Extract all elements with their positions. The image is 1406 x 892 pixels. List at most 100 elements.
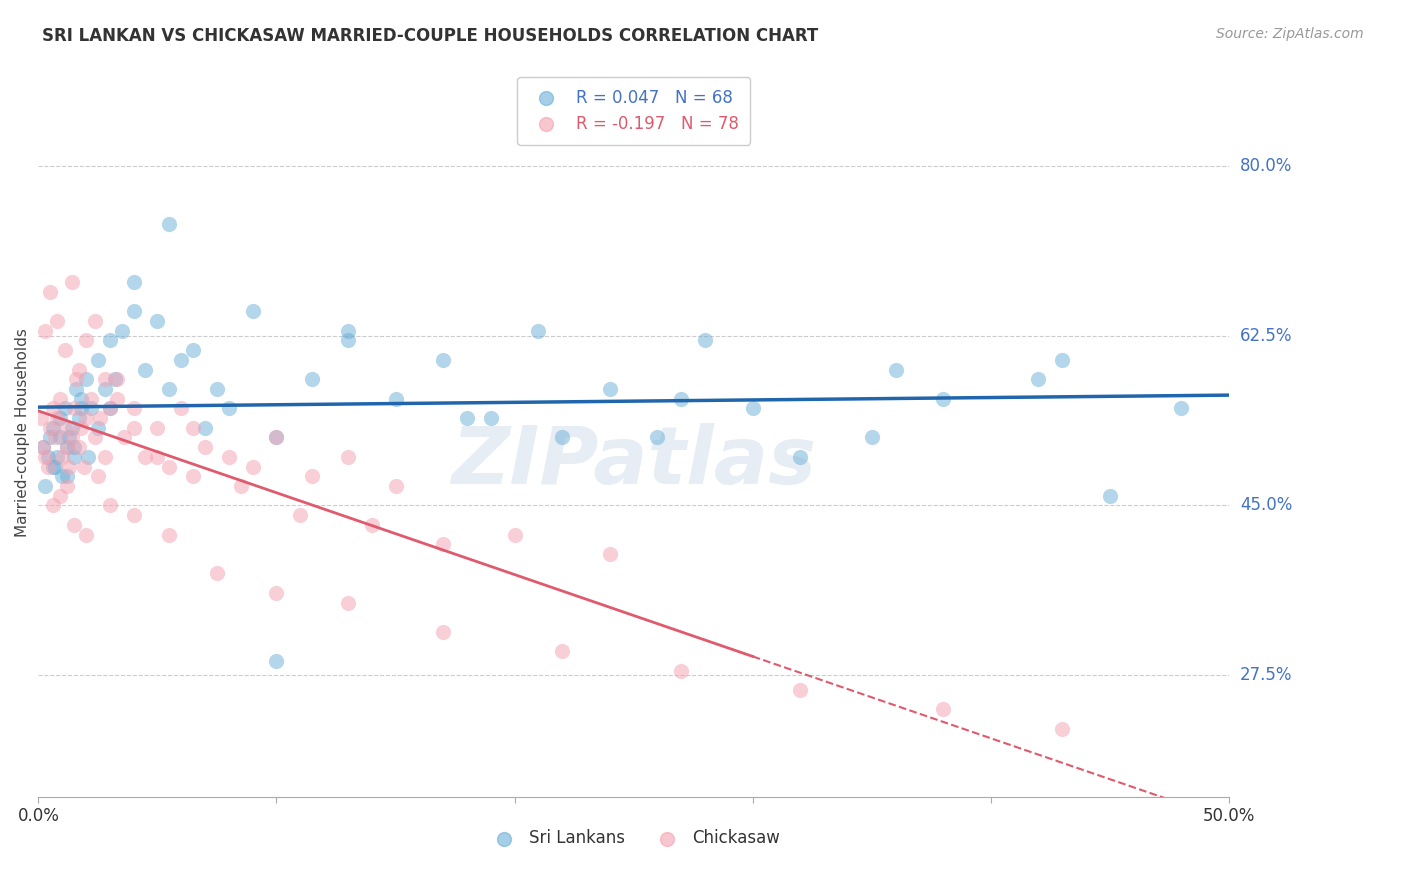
- Point: [60, 275, 83, 289]
- Point: [98, 499, 121, 513]
- Text: 62.5%: 62.5%: [1240, 326, 1292, 344]
- Point: [49, 411, 72, 425]
- Point: [301, 372, 323, 386]
- Point: [60, 430, 83, 444]
- Point: [884, 362, 907, 376]
- Point: [146, 450, 169, 464]
- Point: [53, 343, 76, 357]
- Legend: Sri Lankans, Chickasaw: Sri Lankans, Chickasaw: [481, 822, 786, 854]
- Point: [87, 421, 110, 435]
- Point: [67, 411, 90, 425]
- Point: [34, 450, 56, 464]
- Point: [551, 430, 574, 444]
- Point: [94, 382, 117, 396]
- Point: [1052, 352, 1074, 367]
- Point: [1028, 372, 1050, 386]
- Point: [58, 459, 80, 474]
- Point: [98, 401, 121, 416]
- Point: [87, 469, 110, 483]
- Point: [75, 411, 97, 425]
- Point: [111, 324, 134, 338]
- Point: [51, 450, 73, 464]
- Point: [32, 440, 55, 454]
- Point: [181, 469, 204, 483]
- Point: [266, 430, 288, 444]
- Point: [266, 430, 288, 444]
- Point: [290, 508, 312, 523]
- Point: [34, 324, 56, 338]
- Point: [134, 362, 156, 376]
- Point: [266, 654, 288, 668]
- Point: [336, 334, 359, 348]
- Point: [671, 664, 693, 678]
- Point: [39, 421, 62, 435]
- Point: [789, 682, 811, 697]
- Point: [67, 362, 90, 376]
- Point: [51, 469, 73, 483]
- Point: [301, 469, 323, 483]
- Point: [32, 440, 55, 454]
- Point: [44, 430, 66, 444]
- Point: [122, 275, 145, 289]
- Point: [360, 517, 382, 532]
- Point: [157, 459, 180, 474]
- Point: [194, 440, 217, 454]
- Point: [860, 430, 883, 444]
- Point: [75, 334, 97, 348]
- Point: [56, 440, 79, 454]
- Point: [229, 479, 252, 493]
- Point: [39, 285, 62, 299]
- Point: [89, 411, 111, 425]
- Point: [46, 411, 69, 425]
- Point: [122, 508, 145, 523]
- Point: [103, 372, 125, 386]
- Point: [94, 450, 117, 464]
- Point: [647, 430, 669, 444]
- Point: [63, 450, 86, 464]
- Point: [30, 411, 52, 425]
- Point: [41, 421, 63, 435]
- Point: [53, 421, 76, 435]
- Point: [599, 547, 621, 561]
- Point: [741, 401, 763, 416]
- Point: [242, 459, 264, 474]
- Point: [70, 401, 93, 416]
- Point: [432, 352, 454, 367]
- Point: [479, 411, 502, 425]
- Point: [671, 392, 693, 406]
- Point: [84, 314, 107, 328]
- Point: [49, 430, 72, 444]
- Point: [41, 401, 63, 416]
- Point: [75, 527, 97, 541]
- Point: [41, 499, 63, 513]
- Point: [932, 392, 955, 406]
- Point: [72, 459, 94, 474]
- Point: [336, 324, 359, 338]
- Text: SRI LANKAN VS CHICKASAW MARRIED-COUPLE HOUSEHOLDS CORRELATION CHART: SRI LANKAN VS CHICKASAW MARRIED-COUPLE H…: [42, 27, 818, 45]
- Text: ZIPatlas: ZIPatlas: [451, 423, 815, 500]
- Point: [170, 352, 193, 367]
- Point: [551, 644, 574, 658]
- Point: [94, 372, 117, 386]
- Point: [80, 392, 103, 406]
- Point: [56, 469, 79, 483]
- Point: [49, 392, 72, 406]
- Point: [1098, 489, 1121, 503]
- Point: [1052, 722, 1074, 736]
- Point: [41, 459, 63, 474]
- Point: [44, 459, 66, 474]
- Point: [170, 401, 193, 416]
- Point: [70, 392, 93, 406]
- Point: [98, 401, 121, 416]
- Point: [432, 537, 454, 551]
- Point: [77, 450, 100, 464]
- Point: [157, 382, 180, 396]
- Point: [67, 440, 90, 454]
- Point: [56, 479, 79, 493]
- Point: [194, 421, 217, 435]
- Point: [53, 401, 76, 416]
- Point: [205, 382, 228, 396]
- Point: [56, 440, 79, 454]
- Point: [122, 401, 145, 416]
- Point: [336, 450, 359, 464]
